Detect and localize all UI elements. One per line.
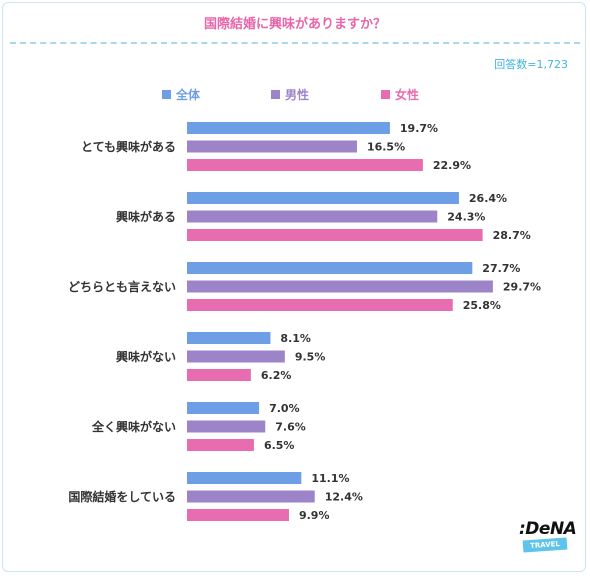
value-label-male-4: 7.6% <box>275 421 306 434</box>
bar-female-5 <box>187 509 289 521</box>
chart-title: 国際結婚に興味がありますか？ <box>203 17 386 32</box>
value-label-male-3: 9.5% <box>295 351 326 364</box>
legend-label-total: 全体 <box>176 88 201 102</box>
value-label-female-3: 6.2% <box>261 369 292 382</box>
value-label-total-0: 19.7% <box>400 122 438 135</box>
bar-total-5 <box>187 472 302 484</box>
value-label-female-2: 25.8% <box>463 299 501 312</box>
bar-total-0 <box>187 122 390 134</box>
legend-item-male: 男性 <box>271 86 309 103</box>
bar-total-2 <box>187 262 473 274</box>
bar-male-4 <box>187 420 266 433</box>
value-label-male-5: 12.4% <box>325 491 363 504</box>
value-label-total-4: 7.0% <box>269 402 300 415</box>
bar-male-3 <box>187 350 285 363</box>
legend-label-female: 女性 <box>395 88 420 102</box>
bar-female-4 <box>187 439 254 451</box>
value-label-total-1: 26.4% <box>469 192 507 205</box>
legend-swatch-female <box>381 90 390 99</box>
value-label-total-5: 11.1% <box>311 472 349 485</box>
bar-total-4 <box>187 402 260 414</box>
bar-female-3 <box>187 369 251 381</box>
value-label-male-2: 29.7% <box>503 281 541 294</box>
dashed-divider <box>10 42 580 44</box>
value-label-total-3: 8.1% <box>280 332 311 345</box>
bar-total-3 <box>187 332 271 344</box>
legend-swatch-male <box>271 90 280 99</box>
sample-size: 回答数=1,723 <box>494 58 568 71</box>
category-label-neutral: どちらとも言えない <box>67 280 176 294</box>
bar-female-1 <box>187 229 483 241</box>
category-label-not-interested: 興味がない <box>115 350 176 364</box>
category-label-already-married: 国際結婚をしている <box>68 490 176 504</box>
category-label-very-interested: とても興味がある <box>80 140 176 154</box>
legend-swatch-total <box>162 90 171 99</box>
bar-male-2 <box>187 280 493 293</box>
value-label-total-2: 27.7% <box>482 262 520 275</box>
bar-male-1 <box>187 210 438 223</box>
value-label-female-0: 22.9% <box>433 159 471 172</box>
bar-female-2 <box>187 299 453 311</box>
value-label-female-5: 9.9% <box>299 509 330 522</box>
legend-item-female: 女性 <box>381 86 419 103</box>
logo-brand-text: :DeNA <box>519 519 577 539</box>
value-label-female-4: 6.5% <box>264 439 295 452</box>
dena-travel-logo: :DeNA TRAVEL <box>517 519 577 555</box>
logo-tag-text: TRAVEL <box>522 537 568 553</box>
value-label-male-0: 16.5% <box>367 141 405 154</box>
legend-item-total: 全体 <box>162 86 200 103</box>
bar-female-0 <box>187 159 423 171</box>
bar-total-1 <box>187 192 459 204</box>
bar-male-5 <box>187 490 315 503</box>
value-label-female-1: 28.7% <box>493 229 531 242</box>
category-label-interested: 興味がある <box>115 210 176 224</box>
legend-label-male: 男性 <box>285 88 310 102</box>
bar-male-0 <box>187 140 357 153</box>
value-label-male-1: 24.3% <box>447 211 485 224</box>
category-label-not-at-all: 全く興味がない <box>91 420 176 434</box>
